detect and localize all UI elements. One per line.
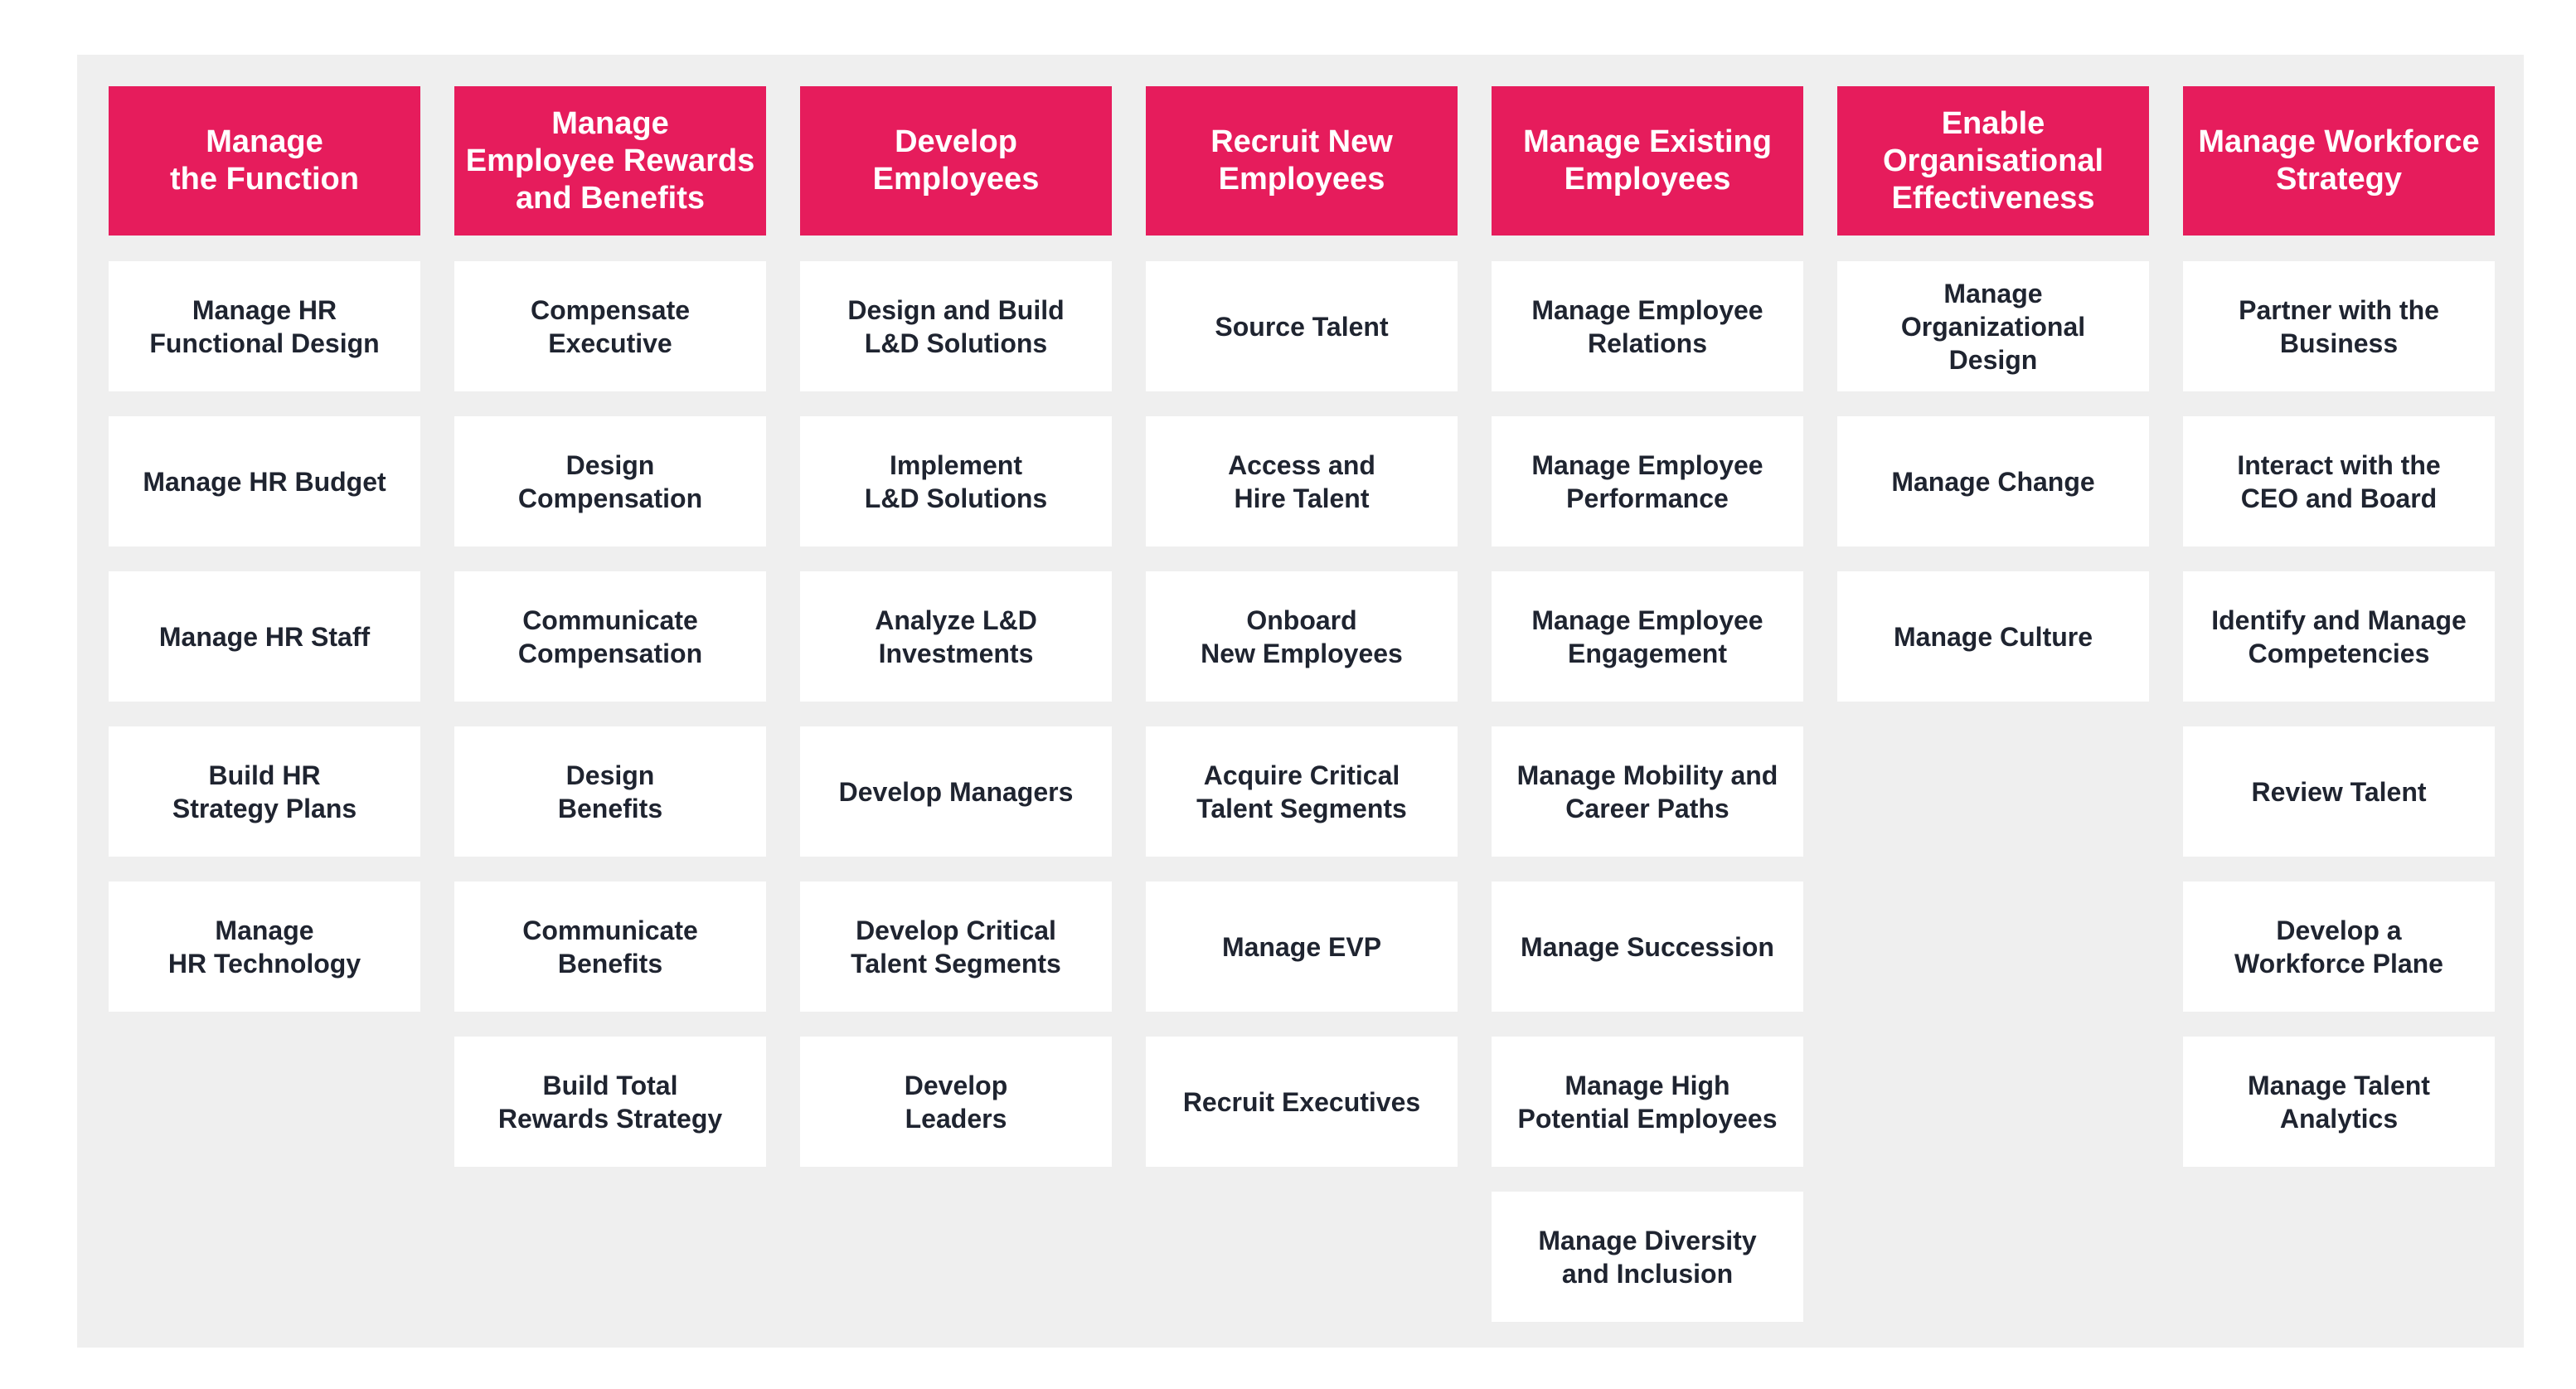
process-card: Onboard New Employees bbox=[1146, 571, 1458, 702]
capability-column: Enable Organisational Effectiveness Manag… bbox=[1837, 86, 2149, 1322]
capability-column: Manage Workforce Strategy Partner with th… bbox=[2183, 86, 2495, 1322]
process-card: Analyze L&D Investments bbox=[800, 571, 1112, 702]
process-card: Design Benefits bbox=[454, 726, 766, 857]
process-card: Manage Employee Performance bbox=[1492, 416, 1803, 546]
column-header: Manage Workforce Strategy bbox=[2183, 86, 2495, 236]
process-card: Design and Build L&D Solutions bbox=[800, 261, 1112, 391]
capability-column: Develop Employees Design and Build L&D So… bbox=[800, 86, 1112, 1322]
process-card: Manage Succession bbox=[1492, 881, 1803, 1012]
process-card: Manage Employee Relations bbox=[1492, 261, 1803, 391]
process-card: Manage Culture bbox=[1837, 571, 2149, 702]
process-card: Manage Diversity and Inclusion bbox=[1492, 1192, 1803, 1322]
process-card: Manage HR Budget bbox=[109, 416, 420, 546]
process-card: Communicate Compensation bbox=[454, 571, 766, 702]
process-card: Manage Talent Analytics bbox=[2183, 1037, 2495, 1167]
process-card: Manage Mobility and Career Paths bbox=[1492, 726, 1803, 857]
process-card: Compensate Executive bbox=[454, 261, 766, 391]
process-card: Manage Change bbox=[1837, 416, 2149, 546]
process-card: Manage HR Functional Design bbox=[109, 261, 420, 391]
column-header: Develop Employees bbox=[800, 86, 1112, 236]
capability-grid: Manage the Function Manage HR Functional … bbox=[109, 86, 2495, 1322]
process-card: Develop a Workforce Plane bbox=[2183, 881, 2495, 1012]
process-card: Identify and Manage Competencies bbox=[2183, 571, 2495, 702]
process-card: Acquire Critical Talent Segments bbox=[1146, 726, 1458, 857]
process-card: Develop Leaders bbox=[800, 1037, 1112, 1167]
capability-column: Manage Existing Employees Manage Employee… bbox=[1492, 86, 1803, 1322]
process-card: Build HR Strategy Plans bbox=[109, 726, 420, 857]
process-card: Implement L&D Solutions bbox=[800, 416, 1112, 546]
process-card: Build Total Rewards Strategy bbox=[454, 1037, 766, 1167]
column-header: Manage the Function bbox=[109, 86, 420, 236]
process-card: Communicate Benefits bbox=[454, 881, 766, 1012]
capability-column: Manage Employee Rewards and Benefits Comp… bbox=[454, 86, 766, 1322]
process-card: Manage Organizational Design bbox=[1837, 261, 2149, 391]
process-card: Design Compensation bbox=[454, 416, 766, 546]
process-card: Review Talent bbox=[2183, 726, 2495, 857]
process-card: Manage HR Staff bbox=[109, 571, 420, 702]
capability-column: Recruit New Employees Source Talent Access… bbox=[1146, 86, 1458, 1322]
process-card: Manage EVP bbox=[1146, 881, 1458, 1012]
process-card: Interact with the CEO and Board bbox=[2183, 416, 2495, 546]
process-card: Manage Employee Engagement bbox=[1492, 571, 1803, 702]
column-header: Recruit New Employees bbox=[1146, 86, 1458, 236]
column-header: Enable Organisational Effectiveness bbox=[1837, 86, 2149, 236]
process-card: Manage High Potential Employees bbox=[1492, 1037, 1803, 1167]
process-card: Access and Hire Talent bbox=[1146, 416, 1458, 546]
process-card: Partner with the Business bbox=[2183, 261, 2495, 391]
process-card: Manage HR Technology bbox=[109, 881, 420, 1012]
process-card: Source Talent bbox=[1146, 261, 1458, 391]
process-card: Develop Critical Talent Segments bbox=[800, 881, 1112, 1012]
process-card: Develop Managers bbox=[800, 726, 1112, 857]
capability-column: Manage the Function Manage HR Functional … bbox=[109, 86, 420, 1322]
column-header: Manage Employee Rewards and Benefits bbox=[454, 86, 766, 236]
process-card: Recruit Executives bbox=[1146, 1037, 1458, 1167]
column-header: Manage Existing Employees bbox=[1492, 86, 1803, 236]
